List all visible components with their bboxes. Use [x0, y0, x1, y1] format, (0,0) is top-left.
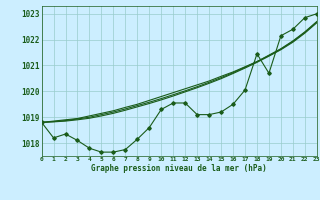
X-axis label: Graphe pression niveau de la mer (hPa): Graphe pression niveau de la mer (hPa) — [91, 164, 267, 173]
